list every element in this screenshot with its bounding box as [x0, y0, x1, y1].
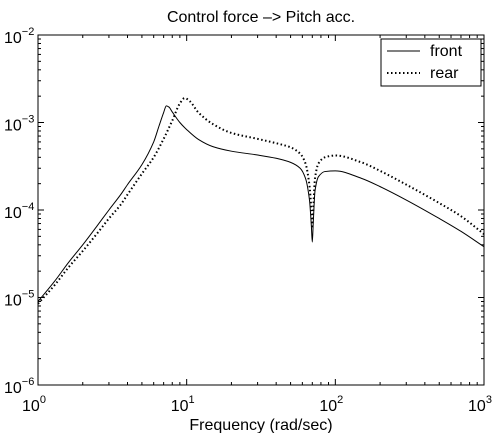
y-tick-label: 10−3: [4, 114, 34, 135]
legend: front rear: [380, 38, 482, 87]
y-tick-label: 10−2: [4, 26, 34, 47]
x-axis-label: Frequency (rad/sec): [189, 417, 332, 433]
legend-label-front: front: [430, 43, 463, 60]
x-tick-label: 100: [22, 394, 46, 415]
plot-area: [37, 34, 485, 386]
legend-label-rear: rear: [430, 65, 459, 82]
y-tick-label: 10−6: [4, 376, 34, 397]
axis-ticks: 100 101 102 103 10−6 10−5 10−4 10−3 10−2: [4, 26, 492, 415]
y-tick-label: 10−4: [4, 201, 34, 222]
x-tick-label: 102: [319, 394, 343, 415]
x-tick-label: 101: [171, 394, 195, 415]
y-tick-label: 10−5: [4, 289, 34, 310]
series-line-rear: [37, 97, 485, 305]
x-tick-label: 103: [468, 394, 492, 415]
series-layer: [37, 97, 485, 305]
series-line-front: [37, 105, 485, 302]
chart-title: Control force –> Pitch acc.: [167, 9, 355, 26]
legend-box: [380, 38, 482, 87]
